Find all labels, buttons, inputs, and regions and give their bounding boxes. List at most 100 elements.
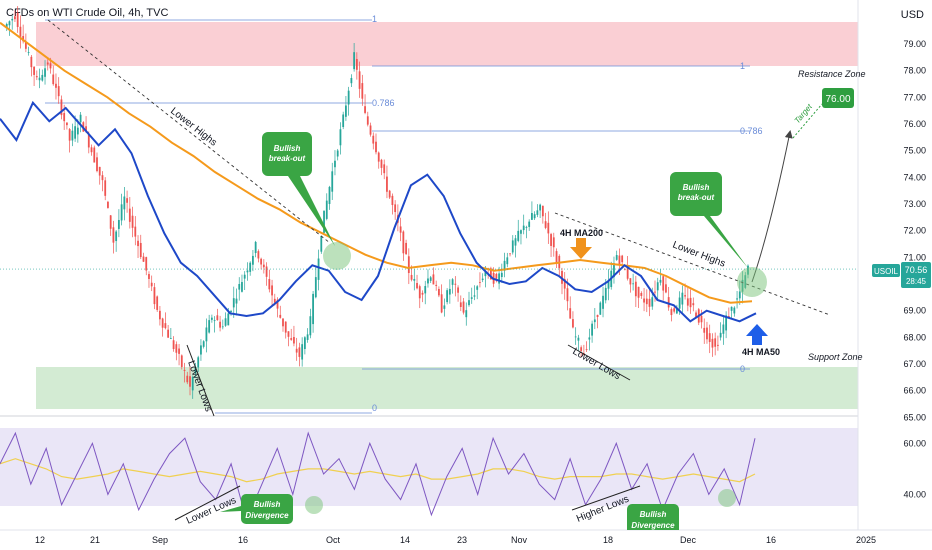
candle-body — [178, 348, 180, 354]
candle-body — [60, 99, 63, 116]
candle-body — [33, 66, 35, 75]
candle-body — [284, 321, 287, 333]
candle-body — [366, 116, 369, 125]
breakout-callout-2-line1: Bullish — [683, 183, 710, 192]
candle-body — [126, 198, 128, 203]
candle-body — [325, 200, 328, 219]
rsi-line — [0, 431, 756, 522]
price-tick-label: 67.00 — [903, 359, 926, 369]
candle-body — [355, 58, 358, 70]
candle-body — [703, 327, 706, 333]
candle-body — [394, 204, 397, 213]
candle-body — [684, 295, 686, 297]
lower-lows-trendline-1 — [186, 344, 215, 417]
candle-body — [528, 221, 531, 227]
candle-body — [221, 326, 224, 328]
candle-body — [11, 18, 14, 21]
rsi-band — [0, 428, 858, 506]
candle-body — [629, 278, 632, 285]
candle-body — [350, 77, 353, 84]
time-tick-label: 16 — [238, 535, 248, 545]
chart-title: CFDs on WTI Crude Oil, 4h, TVC — [6, 7, 169, 19]
rsi-ma-line — [0, 458, 756, 483]
candle-body — [273, 298, 276, 303]
time-tick-label: 2025 — [856, 535, 876, 545]
candle-body — [375, 141, 377, 153]
candle-body — [216, 315, 219, 321]
candle-body — [727, 316, 730, 318]
candle-body — [585, 349, 588, 351]
breakout-callout-1: Bullish break-out — [262, 132, 335, 246]
price-axis: 65.0066.0067.0068.0069.0070.0071.0072.00… — [903, 39, 926, 422]
price-tick-label: 65.00 — [903, 412, 926, 422]
time-tick-label: Dec — [680, 535, 697, 545]
symbol-label: USOIL — [874, 267, 899, 276]
candle-body — [169, 338, 172, 340]
candle-body — [46, 62, 49, 65]
candle-body — [298, 347, 301, 357]
candle-body — [249, 262, 252, 272]
candle-body — [656, 282, 659, 291]
candle-body — [574, 336, 577, 338]
fib-label-0-right: 0 — [740, 364, 745, 374]
candle-body — [345, 105, 347, 117]
candle-body — [424, 286, 427, 294]
candle-body — [377, 152, 380, 162]
ma200-down-arrow — [570, 238, 592, 259]
candle-body — [520, 230, 522, 234]
candle-body — [41, 74, 44, 81]
candle-body — [134, 226, 137, 237]
candle-body — [659, 279, 662, 283]
currency-label[interactable]: USD — [900, 9, 924, 21]
candle-body — [30, 56, 33, 68]
candle-body — [24, 41, 27, 49]
fib-levels: 1 0.786 0 1 0.786 0 — [45, 14, 763, 414]
lower-highs-label-1: Lower Highs — [168, 106, 219, 149]
candle-body — [470, 297, 473, 299]
fib-label-1-left: 1 — [372, 14, 377, 24]
candle-body — [287, 331, 290, 337]
candle-body — [227, 313, 230, 326]
candle-body — [421, 292, 424, 295]
candle-body — [621, 255, 624, 263]
candle-body — [673, 308, 676, 312]
candle-body — [517, 230, 520, 241]
candle-body — [555, 251, 558, 263]
candle-body — [588, 337, 591, 340]
countdown-value: 28:45 — [906, 277, 927, 286]
candle-body — [230, 310, 232, 313]
resistance-zone-label: Resistance Zone — [798, 69, 866, 79]
candle-body — [320, 235, 323, 252]
candle-body — [27, 52, 30, 53]
candle-body — [525, 226, 528, 228]
candle-body — [180, 355, 183, 367]
time-tick-label: Sep — [152, 535, 168, 545]
candle-body — [71, 130, 74, 141]
candle-body — [479, 282, 481, 283]
candle-body — [186, 375, 189, 383]
callout-2-bubble — [670, 172, 748, 268]
candle-body — [593, 319, 596, 323]
candle-body — [495, 273, 498, 279]
candle-body — [500, 272, 503, 278]
candle-body — [509, 253, 511, 255]
candle-body — [522, 225, 525, 231]
candle-body — [194, 366, 197, 374]
candle-body — [615, 255, 618, 260]
price-tick-label: 73.00 — [903, 199, 926, 209]
last-price-badge[interactable]: USOIL 70.56 28:45 — [872, 262, 931, 288]
candle-body — [200, 345, 202, 355]
candle-body — [448, 288, 451, 295]
candle-body — [104, 180, 107, 196]
breakout-callout-2: Bullish break-out — [670, 172, 748, 268]
candle-body — [670, 309, 673, 316]
candle-body — [473, 295, 476, 297]
candle-body — [725, 315, 728, 331]
candle-body — [506, 257, 509, 265]
candle-body — [645, 298, 648, 305]
candle-body — [243, 274, 246, 279]
candle-body — [85, 126, 87, 132]
candle-body — [618, 255, 621, 266]
candle-body — [35, 76, 38, 78]
